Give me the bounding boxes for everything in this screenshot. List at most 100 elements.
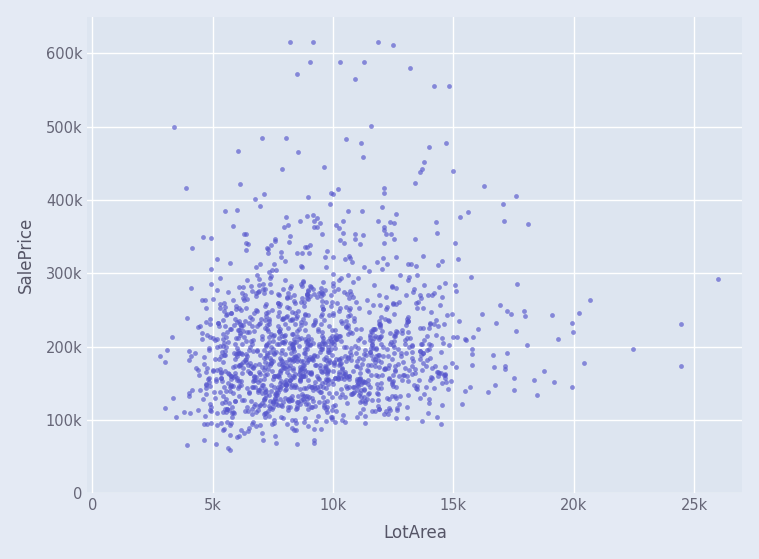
Point	[238, 295, 250, 304]
Point	[317, 162, 329, 171]
Point	[431, 413, 443, 421]
Point	[228, 396, 241, 405]
Point	[409, 235, 421, 244]
Point	[232, 304, 244, 312]
Point	[416, 416, 428, 425]
Point	[326, 252, 339, 261]
Point	[341, 373, 353, 382]
Point	[293, 325, 305, 334]
Point	[231, 344, 243, 353]
Point	[293, 335, 305, 344]
Point	[204, 315, 216, 324]
Point	[332, 184, 344, 193]
Point	[252, 287, 264, 296]
Point	[372, 383, 384, 392]
Point	[211, 409, 223, 418]
Point	[269, 235, 281, 244]
Point	[269, 348, 282, 357]
Point	[348, 314, 360, 323]
Point	[226, 412, 238, 421]
Point	[424, 344, 436, 353]
Point	[450, 363, 462, 372]
Point	[353, 377, 365, 386]
Point	[439, 369, 452, 378]
Point	[277, 313, 289, 322]
Point	[284, 356, 296, 364]
Point	[386, 283, 398, 292]
Point	[336, 368, 348, 377]
Point	[301, 291, 313, 300]
Point	[241, 240, 254, 249]
Point	[220, 327, 232, 336]
Point	[266, 374, 279, 383]
Point	[211, 366, 223, 375]
Point	[331, 335, 343, 344]
Point	[300, 400, 312, 409]
Point	[227, 372, 239, 381]
Point	[296, 262, 308, 271]
Point	[438, 371, 450, 380]
Point	[290, 338, 302, 347]
Point	[222, 338, 234, 347]
Point	[321, 376, 333, 385]
Point	[373, 320, 386, 329]
Point	[312, 412, 324, 421]
Point	[326, 350, 339, 359]
Point	[276, 165, 288, 174]
Point	[204, 280, 216, 288]
Point	[323, 375, 335, 383]
Point	[298, 297, 310, 306]
Point	[315, 387, 327, 396]
Point	[339, 343, 351, 352]
Point	[424, 353, 436, 362]
Point	[329, 344, 342, 353]
Point	[225, 418, 238, 427]
Point	[359, 418, 371, 427]
Point	[378, 225, 390, 234]
Point	[313, 363, 326, 372]
Point	[316, 283, 328, 292]
Point	[339, 321, 351, 330]
Point	[258, 396, 270, 405]
Point	[369, 358, 381, 367]
Point	[411, 382, 424, 391]
Point	[203, 373, 216, 382]
Point	[358, 263, 370, 272]
Point	[257, 399, 269, 408]
Point	[320, 297, 332, 306]
Point	[376, 203, 388, 212]
Point	[314, 381, 326, 390]
Point	[297, 277, 309, 286]
Point	[422, 408, 434, 417]
Point	[316, 339, 328, 348]
Point	[288, 363, 300, 372]
Point	[302, 367, 314, 376]
Point	[326, 406, 338, 415]
Point	[225, 375, 238, 383]
Point	[317, 337, 329, 345]
Point	[318, 354, 330, 363]
Point	[232, 361, 244, 369]
Point	[382, 316, 394, 325]
Point	[422, 291, 434, 300]
Point	[519, 311, 531, 320]
Point	[294, 362, 306, 371]
Point	[328, 286, 340, 295]
Point	[292, 355, 304, 364]
Point	[266, 419, 278, 428]
Point	[288, 353, 301, 362]
Point	[200, 303, 213, 312]
Point	[223, 445, 235, 454]
Point	[338, 288, 350, 297]
Point	[279, 320, 291, 329]
Point	[301, 358, 313, 367]
Point	[229, 397, 241, 406]
Point	[234, 360, 246, 369]
Point	[446, 310, 458, 319]
Point	[317, 310, 329, 319]
Point	[298, 391, 310, 400]
Point	[335, 364, 348, 373]
Point	[401, 402, 413, 411]
Point	[432, 321, 444, 330]
Point	[383, 361, 395, 370]
